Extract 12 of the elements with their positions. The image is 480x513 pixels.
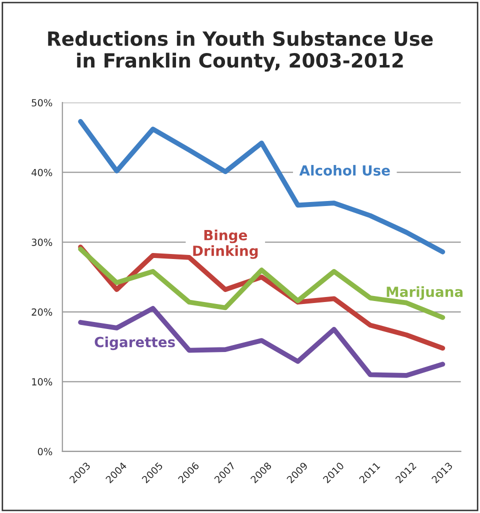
series-label: Marijuana xyxy=(386,286,463,300)
series-label: Cigarettes xyxy=(94,336,175,350)
y-tick-label: 30% xyxy=(32,238,52,246)
y-tick-label: 50% xyxy=(32,99,52,106)
y-tick-label: 40% xyxy=(32,168,52,176)
series-label: Alcohol Use xyxy=(299,164,390,176)
series-label: Binge Drinking xyxy=(193,230,258,259)
chart-title: Reductions in Youth Substance Use in Franklin County, 2003-2012 xyxy=(48,30,433,72)
line-series xyxy=(78,306,446,378)
y-tick-label: 0% xyxy=(38,448,52,456)
y-tick-label: 20% xyxy=(32,308,52,316)
y-tick-label: 10% xyxy=(32,378,52,386)
